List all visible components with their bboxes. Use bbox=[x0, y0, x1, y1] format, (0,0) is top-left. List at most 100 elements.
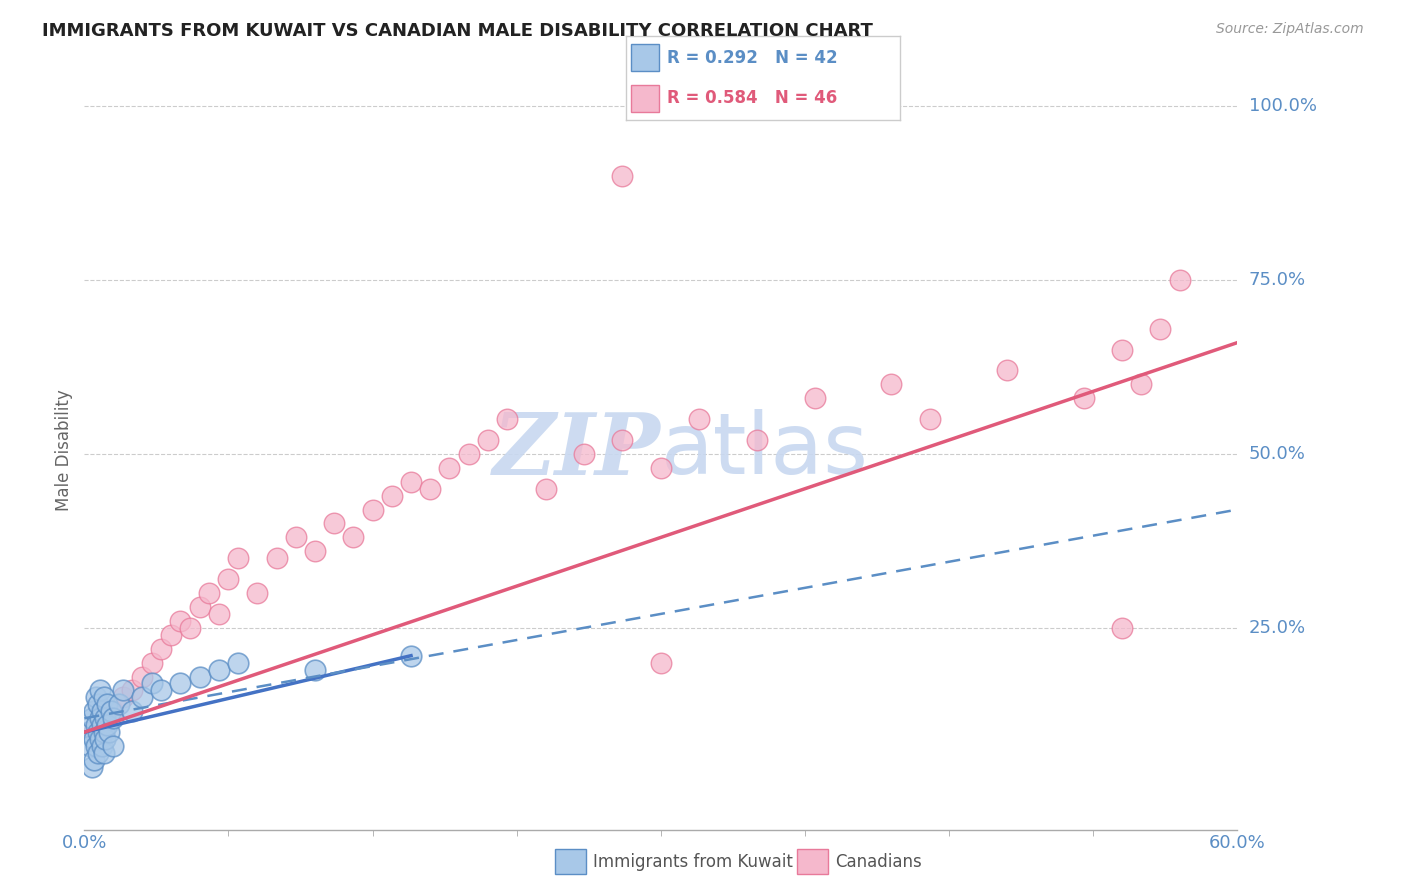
Point bbox=[131, 669, 153, 683]
Point bbox=[111, 690, 134, 705]
Point bbox=[89, 732, 111, 747]
FancyBboxPatch shape bbox=[631, 45, 658, 71]
Point bbox=[218, 572, 240, 586]
Point bbox=[141, 656, 163, 670]
Point bbox=[284, 530, 307, 544]
Point bbox=[650, 656, 672, 670]
Point bbox=[121, 704, 143, 718]
Text: 25.0%: 25.0% bbox=[1249, 619, 1306, 637]
Point bbox=[160, 628, 183, 642]
Point bbox=[79, 739, 101, 753]
Point bbox=[103, 739, 124, 753]
Point bbox=[246, 586, 269, 600]
Point bbox=[304, 544, 326, 558]
Point bbox=[103, 711, 124, 725]
Point bbox=[94, 711, 117, 725]
Point bbox=[266, 551, 288, 566]
Point bbox=[995, 363, 1018, 377]
Point bbox=[803, 392, 825, 406]
Text: R = 0.584   N = 46: R = 0.584 N = 46 bbox=[666, 89, 837, 107]
Point bbox=[80, 711, 103, 725]
Text: R = 0.292   N = 42: R = 0.292 N = 42 bbox=[666, 49, 838, 67]
Point bbox=[150, 641, 173, 656]
Point bbox=[84, 718, 107, 732]
Point bbox=[1111, 343, 1133, 357]
Point bbox=[1111, 621, 1133, 635]
Point bbox=[108, 698, 131, 712]
Point bbox=[381, 489, 404, 503]
Point bbox=[98, 725, 121, 739]
Point bbox=[304, 663, 326, 677]
Point bbox=[84, 739, 107, 753]
Point bbox=[77, 725, 100, 739]
Point bbox=[94, 732, 117, 747]
Y-axis label: Male Disability: Male Disability bbox=[55, 390, 73, 511]
Text: 100.0%: 100.0% bbox=[1249, 97, 1317, 115]
Point bbox=[572, 447, 595, 461]
Point bbox=[141, 676, 163, 690]
Point bbox=[111, 683, 134, 698]
Point bbox=[93, 725, 115, 739]
Point bbox=[83, 753, 105, 767]
Point bbox=[87, 698, 110, 712]
Point bbox=[399, 475, 422, 489]
Point bbox=[419, 482, 441, 496]
Point bbox=[83, 704, 105, 718]
Point bbox=[612, 169, 634, 183]
Text: 50.0%: 50.0% bbox=[1249, 445, 1306, 463]
Text: Immigrants from Kuwait: Immigrants from Kuwait bbox=[593, 853, 793, 871]
Point bbox=[90, 739, 112, 753]
Point bbox=[361, 502, 384, 516]
Point bbox=[612, 433, 634, 447]
Point bbox=[534, 482, 557, 496]
Point bbox=[1130, 377, 1153, 392]
Point bbox=[131, 690, 153, 705]
Point bbox=[477, 433, 499, 447]
Point bbox=[90, 704, 112, 718]
Point bbox=[880, 377, 903, 392]
Point bbox=[89, 683, 111, 698]
Point bbox=[188, 599, 211, 614]
Point bbox=[100, 704, 122, 718]
Point bbox=[439, 460, 461, 475]
Point bbox=[93, 711, 115, 725]
Point bbox=[87, 746, 110, 760]
Point bbox=[90, 718, 112, 732]
Text: Canadians: Canadians bbox=[835, 853, 922, 871]
Point bbox=[650, 460, 672, 475]
Point bbox=[1168, 273, 1191, 287]
Point bbox=[179, 621, 201, 635]
Point bbox=[688, 412, 710, 426]
Point bbox=[745, 433, 768, 447]
Point bbox=[226, 551, 249, 566]
Point bbox=[93, 746, 115, 760]
Text: IMMIGRANTS FROM KUWAIT VS CANADIAN MALE DISABILITY CORRELATION CHART: IMMIGRANTS FROM KUWAIT VS CANADIAN MALE … bbox=[42, 22, 873, 40]
Text: ZIP: ZIP bbox=[494, 409, 661, 492]
Point bbox=[80, 760, 103, 774]
Point bbox=[121, 683, 143, 698]
Point bbox=[87, 725, 110, 739]
Point bbox=[208, 607, 231, 621]
Point bbox=[83, 732, 105, 747]
Point bbox=[83, 725, 105, 739]
Point bbox=[399, 648, 422, 663]
Point bbox=[226, 656, 249, 670]
Point bbox=[208, 663, 231, 677]
Point bbox=[918, 412, 941, 426]
Point bbox=[96, 698, 118, 712]
Point bbox=[1149, 322, 1171, 336]
Point bbox=[89, 711, 111, 725]
Point bbox=[457, 447, 479, 461]
Point bbox=[96, 718, 118, 732]
Point bbox=[198, 586, 221, 600]
Point bbox=[323, 516, 346, 531]
Text: atlas: atlas bbox=[661, 409, 869, 492]
FancyBboxPatch shape bbox=[631, 85, 658, 112]
Text: 75.0%: 75.0% bbox=[1249, 271, 1306, 289]
Text: Source: ZipAtlas.com: Source: ZipAtlas.com bbox=[1216, 22, 1364, 37]
Point bbox=[342, 530, 364, 544]
Point bbox=[169, 614, 191, 628]
Point bbox=[103, 704, 124, 718]
Point bbox=[84, 690, 107, 705]
Point bbox=[169, 676, 191, 690]
